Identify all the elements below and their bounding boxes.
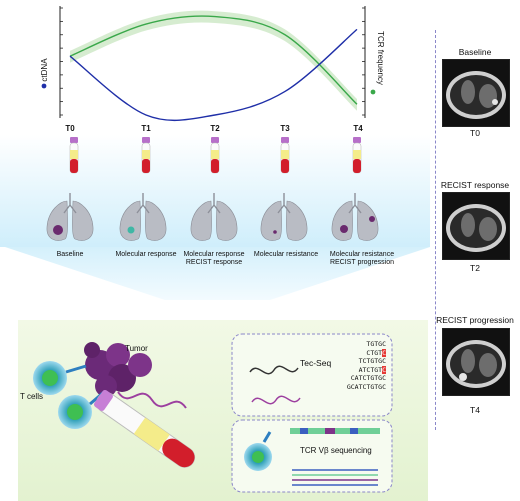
- stage-label-t0-line1: Baseline: [56, 251, 84, 258]
- sequence-line-2: CTGTC: [366, 348, 386, 357]
- tcr-seq-box: [231, 419, 393, 493]
- timepoint-label-t0: T0: [65, 124, 75, 133]
- sequence-line-6: GCATCTGTGC: [346, 382, 386, 391]
- sequence-line-4: ATCTGTC: [358, 365, 386, 374]
- tcr-frequency-line: [69, 15, 358, 105]
- tcr-cell: [244, 431, 272, 471]
- tcr-axis-label: TCR frequency: [376, 31, 385, 85]
- tcells-label: T cells: [20, 392, 43, 401]
- stage-label-t2-line1: Molecular response: [183, 251, 245, 258]
- t-cell-1: [33, 361, 67, 395]
- sequence-list: TGTGC CTGTC TCTGTGC ATCTGTC CATCTGTGC GC…: [340, 340, 386, 391]
- tumor-t4a: [340, 225, 348, 233]
- tumor-t1: [127, 226, 135, 234]
- ct-title-recist-progression: RECIST progression: [436, 315, 514, 325]
- tcr-legend-dot: [370, 89, 376, 95]
- stage-label-t0: Baseline: [45, 251, 95, 259]
- ct-scan-baseline: [442, 59, 510, 127]
- tecseq-label: Tec-Seq: [300, 358, 332, 368]
- ct-timepoint-recist-response: T2: [470, 263, 480, 273]
- y-axis-right-ticks: [362, 7, 365, 116]
- y-axis-left-ticks: [60, 7, 63, 116]
- dna-helix-1: [249, 365, 299, 375]
- panel-divider: [435, 30, 436, 430]
- sequence-line-1: TGTGC: [366, 340, 386, 348]
- ctdna-tcr-chart: ctDNA TCR frequency: [40, 6, 385, 122]
- ct-title-baseline: Baseline: [458, 47, 492, 57]
- timepoint-label-t4: T4: [353, 124, 363, 133]
- ctdna-strand: [117, 391, 187, 409]
- ct-scan-recist-response: [442, 192, 510, 260]
- tcr-reads: [292, 469, 378, 486]
- methods-panel: [18, 320, 428, 501]
- y-axis-left-title: ctDNA: [40, 58, 49, 82]
- large-blood-tube: [94, 389, 196, 468]
- stage-label-t4-line1: Molecular resistance: [329, 251, 395, 258]
- blood-tube-t3: [280, 136, 290, 174]
- timepoint-label-t3: T3: [280, 124, 290, 133]
- ct-timepoint-recist-progression: T4: [470, 405, 480, 415]
- tcr-seq-label: TCR Vβ sequencing: [300, 446, 372, 455]
- ctdna-legend-dot: [41, 83, 47, 89]
- tcr-gene-bar: [290, 428, 380, 434]
- y-axis-right-title: TCR frequency: [376, 31, 385, 85]
- stage-label-t3: Molecular resistance: [248, 251, 324, 259]
- tumor-t0: [53, 225, 63, 235]
- sequence-line-3: TCTGTGC: [358, 357, 386, 365]
- tumor-t3: [273, 230, 277, 234]
- stage-label-t1: Molecular response: [111, 251, 181, 259]
- stage-label-t4-line2: RECIST progression: [329, 259, 395, 266]
- sequence-line-5: CATCTGTGC: [350, 374, 386, 382]
- timeline-illustration: [0, 135, 430, 300]
- timepoint-label-t2: T2: [210, 124, 220, 133]
- tumor-label: Tumor: [125, 344, 148, 353]
- dna-helix-2: [251, 395, 301, 405]
- blood-tube-t2: [210, 136, 220, 174]
- blood-tube-t1: [141, 136, 151, 174]
- stage-label-t4: Molecular resistance RECIST progression: [322, 251, 402, 267]
- blood-tube-t4: [352, 136, 362, 174]
- ct-timepoint-baseline: T0: [470, 128, 480, 138]
- timepoint-label-t1: T1: [141, 124, 151, 133]
- stage-label-t3-line1: Molecular resistance: [253, 251, 319, 258]
- t-cell-2: [58, 395, 92, 429]
- tumor-cluster: [84, 342, 152, 397]
- blood-tube-t0: [69, 136, 79, 174]
- stage-label-t2-line2: RECIST response: [185, 259, 243, 266]
- tecseq-box: [231, 333, 393, 417]
- stage-label-t1-line1: Molecular response: [115, 251, 177, 258]
- stage-label-t2: Molecular response RECIST response: [179, 251, 249, 267]
- tcr-confidence-band: [70, 10, 357, 111]
- tumor-t4b: [369, 216, 375, 222]
- ctdna-axis-label: ctDNA: [40, 58, 49, 82]
- ct-scan-recist-progression: [442, 328, 510, 396]
- ct-title-recist-response: RECIST response: [440, 180, 510, 190]
- ctdna-line: [69, 28, 358, 122]
